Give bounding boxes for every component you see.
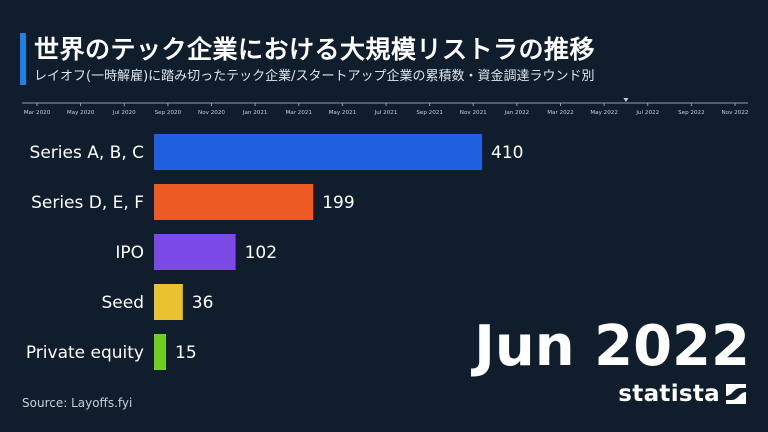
category-label: Seed (102, 293, 145, 313)
value-label: 102 (245, 243, 277, 263)
value-label: 199 (322, 193, 354, 213)
category-label: IPO (115, 243, 144, 263)
timeline-tick-label: Jul 2021 (374, 110, 398, 116)
timeline-tick-label: Mar 2021 (285, 110, 312, 116)
category-label: Series A, B, C (30, 143, 144, 163)
title-accent-bar (20, 33, 26, 85)
current-period-label: Jun 2022 (474, 314, 750, 379)
timeline-tick-label: Jan 2022 (504, 110, 530, 116)
timeline-tick-label: Jan 2021 (242, 110, 268, 116)
timeline-tick-label: May 2021 (329, 110, 357, 116)
timeline-tick-label: Sep 2021 (416, 110, 443, 116)
timeline-tick-label: May 2020 (67, 110, 95, 116)
category-label: Series D, E, F (31, 193, 144, 213)
bar (154, 284, 183, 320)
timeline-axis: Mar 2020 May 2020 Jul 2020 Sep 2020 Nov 2020… (22, 98, 748, 116)
timeline-tick-label: Mar 2020 (24, 110, 51, 116)
bar (154, 184, 314, 220)
statista-logo-icon (726, 384, 746, 404)
value-label: 36 (192, 293, 214, 313)
timeline-tick-label: Sep 2020 (155, 110, 182, 116)
timeline-tick-label: May 2022 (590, 110, 618, 116)
bar-chart: Mar 2020 May 2020 Jul 2020 Sep 2020 Nov 2020… (22, 98, 748, 370)
bar (154, 234, 236, 270)
timeline-tick-label: Mar 2022 (547, 110, 574, 116)
timeline-tick-label: Nov 2021 (460, 110, 487, 116)
timeline-tick-label: Jul 2020 (112, 110, 136, 116)
timeline-tick-label: Sep 2022 (678, 110, 705, 116)
source-note: Source: Layoffs.fyi (22, 396, 133, 410)
chart-subtitle: レイオフ(一時解雇)に踏み切ったテック企業/スタートアップ企業の累積数・資金調達… (34, 69, 595, 84)
category-label: Private equity (26, 343, 144, 363)
statista-logo: statista (618, 381, 746, 407)
timeline-tick-label: Nov 2020 (198, 110, 225, 116)
bar (154, 134, 482, 170)
value-label: 410 (491, 143, 523, 163)
timeline-marker (623, 98, 629, 102)
value-label: 15 (175, 343, 197, 363)
logo-wordmark: statista (618, 381, 720, 407)
timeline-tick-label: Nov 2022 (722, 110, 749, 116)
chart-title: 世界のテック企業における大規模リストラの推移 (34, 35, 596, 64)
bar (154, 334, 166, 370)
bar-series: Series A, B, C 410 Series D, E, F 199 IPO 102… (26, 134, 523, 370)
timeline-tick-label: Jul 2022 (635, 110, 659, 116)
